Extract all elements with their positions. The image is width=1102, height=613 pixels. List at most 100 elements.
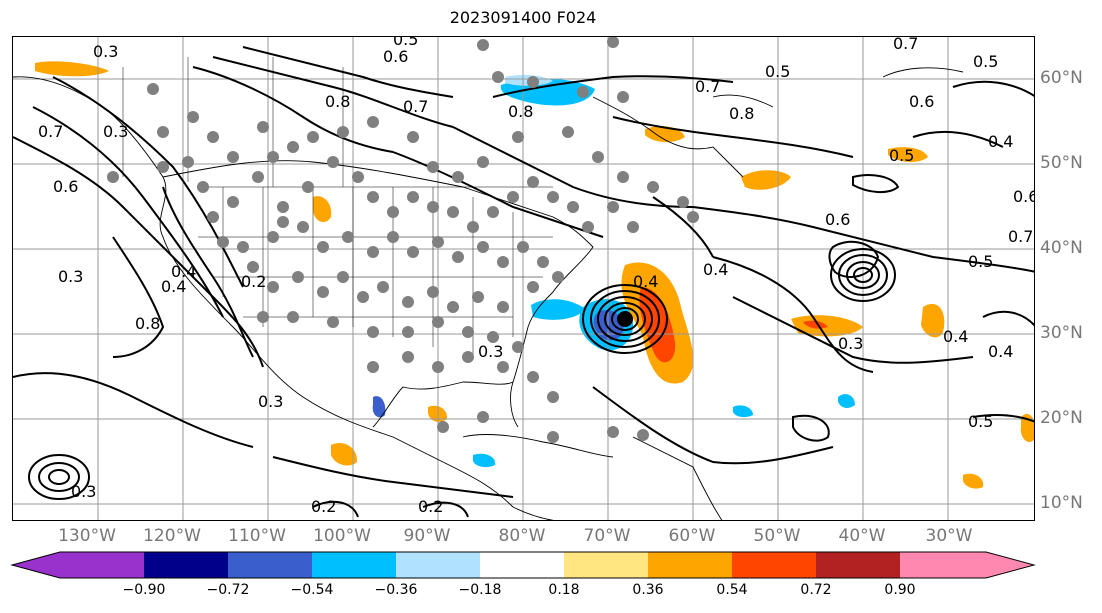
south-atlantic-shading xyxy=(838,394,855,408)
station-markers xyxy=(107,37,699,443)
lat-label: 50°N xyxy=(1040,153,1083,173)
contour-label: 0.5 xyxy=(968,412,993,431)
hurricane-contours xyxy=(582,284,668,354)
contour-label: 0.4 xyxy=(161,277,186,296)
contour-label: 0.3 xyxy=(93,42,118,61)
colorbar-tick-label: −0.36 xyxy=(374,582,418,598)
lat-label: 60°N xyxy=(1040,68,1083,88)
contour-label: 0.5 xyxy=(765,62,790,81)
contour-label: 0.5 xyxy=(973,52,998,71)
contour-label: 0.3 xyxy=(838,334,863,353)
amazon-shading xyxy=(963,473,984,489)
colorbar-tick-label: −0.90 xyxy=(122,582,166,598)
contour-label: 0.4 xyxy=(943,327,968,346)
contour-label: 0.8 xyxy=(325,92,350,111)
colorbar xyxy=(10,551,1036,579)
contour-label: 0.3 xyxy=(71,482,96,501)
contour-label: 0.6 xyxy=(53,177,78,196)
coastal-negative-shading xyxy=(531,299,585,320)
contour-label: 0.2 xyxy=(241,272,266,291)
contour-label: 0.2 xyxy=(418,497,443,516)
caribbean-shading xyxy=(473,453,496,468)
pacific-shading-1 xyxy=(331,442,358,466)
atlantic-shading-5 xyxy=(741,170,791,190)
lon-label: 110°W xyxy=(228,526,286,546)
contour-value-labels: 0.3 0.6 0.5 0.8 0.7 0.8 0.5 0.7 0.8 0.7 … xyxy=(38,37,1035,516)
contour-label: 0.4 xyxy=(988,132,1013,151)
map-canvas: 0.3 0.6 0.5 0.8 0.7 0.8 0.5 0.7 0.8 0.7 … xyxy=(13,37,1035,520)
contour-label: 0.7 xyxy=(695,77,720,96)
lat-label: 30°N xyxy=(1040,323,1083,343)
east-atlantic-shading xyxy=(733,405,753,418)
colorbar-bin xyxy=(900,552,986,578)
lon-label: 120°W xyxy=(143,526,201,546)
contour-label: 0.2 xyxy=(311,497,336,516)
contour-label: 0.4 xyxy=(633,272,658,291)
lon-label: 80°W xyxy=(498,526,546,546)
contour-label: 0.4 xyxy=(703,260,728,279)
colorbar-bin xyxy=(396,552,480,578)
colorbar-bin xyxy=(564,552,648,578)
contour-label: 0.3 xyxy=(478,342,503,361)
colorbar-tick-label: 0.54 xyxy=(716,582,748,598)
lon-label: 30°W xyxy=(925,526,973,546)
colorbar-tick-label: 0.18 xyxy=(548,582,580,598)
lat-label: 40°N xyxy=(1040,238,1083,258)
contour-label: 0.6 xyxy=(383,47,408,66)
lat-label: 10°N xyxy=(1040,493,1083,513)
colorbar-tick-label: −0.54 xyxy=(290,582,334,598)
colorbar-tick-label: 0.36 xyxy=(632,582,664,598)
map-title: 2023091400 F024 xyxy=(449,8,597,27)
atlantic-low-contours xyxy=(830,248,896,302)
map-panel: 0.3 0.6 0.5 0.8 0.7 0.8 0.5 0.7 0.8 0.7 … xyxy=(12,36,1035,521)
lon-label: 40°W xyxy=(838,526,886,546)
contour-label: 0.6 xyxy=(825,210,850,229)
contour-label: 0.8 xyxy=(508,102,533,121)
colorbar-bin xyxy=(480,552,564,578)
gulf-mexico-shading xyxy=(372,396,386,418)
lon-label: 90°W xyxy=(403,526,451,546)
lat-label: 20°N xyxy=(1040,408,1083,428)
lon-label: 70°W xyxy=(583,526,631,546)
colorbar-bin xyxy=(60,552,144,578)
hurricane-center-marker xyxy=(617,311,633,327)
contour-label: 0.6 xyxy=(909,92,934,111)
contour-label: 0.4 xyxy=(171,262,196,281)
lon-label: 60°W xyxy=(668,526,716,546)
colorbar-tick-label: −0.18 xyxy=(458,582,502,598)
contour-label: 0.3 xyxy=(58,267,83,286)
pacific-low-contours xyxy=(28,454,90,500)
shaded-fields xyxy=(35,61,1034,489)
contour-label: 0.7 xyxy=(403,97,428,116)
contour-label: 0.5 xyxy=(968,252,993,271)
lon-label: 50°W xyxy=(753,526,801,546)
contour-lines xyxy=(13,46,1034,518)
colorbar-tick-label: −0.72 xyxy=(206,582,250,598)
coastlines xyxy=(13,67,964,520)
central-us-shading xyxy=(313,196,332,223)
contour-label: 0.5 xyxy=(889,146,914,165)
colorbar-bin xyxy=(144,552,228,578)
contour-label: 0.3 xyxy=(103,122,128,141)
colorbar-bin xyxy=(648,552,732,578)
hurricane-strong-shading xyxy=(639,287,676,363)
colorbar-bin xyxy=(312,552,396,578)
colorbar-bin xyxy=(228,552,312,578)
contour-label: 0.7 xyxy=(38,122,63,141)
contour-label: 0.6 xyxy=(1013,187,1035,206)
lon-label: 100°W xyxy=(313,526,371,546)
contour-label: 0.7 xyxy=(1008,227,1033,246)
colorbar-extend-low xyxy=(12,552,60,578)
contour-label: 0.5 xyxy=(393,37,418,49)
alaska-shading xyxy=(35,61,109,77)
contour-label: 0.4 xyxy=(988,342,1013,361)
atlantic-shading-1 xyxy=(791,315,863,337)
lon-label: 130°W xyxy=(58,526,116,546)
colorbar-tick-label: 0.90 xyxy=(884,582,916,598)
atlantic-shading-2 xyxy=(803,320,828,329)
contour-label: 0.8 xyxy=(135,314,160,333)
contour-label: 0.7 xyxy=(893,37,918,53)
atlantic-shading-3 xyxy=(921,303,945,338)
atlantic-shading-4 xyxy=(888,147,928,163)
contour-label: 0.8 xyxy=(729,104,754,123)
